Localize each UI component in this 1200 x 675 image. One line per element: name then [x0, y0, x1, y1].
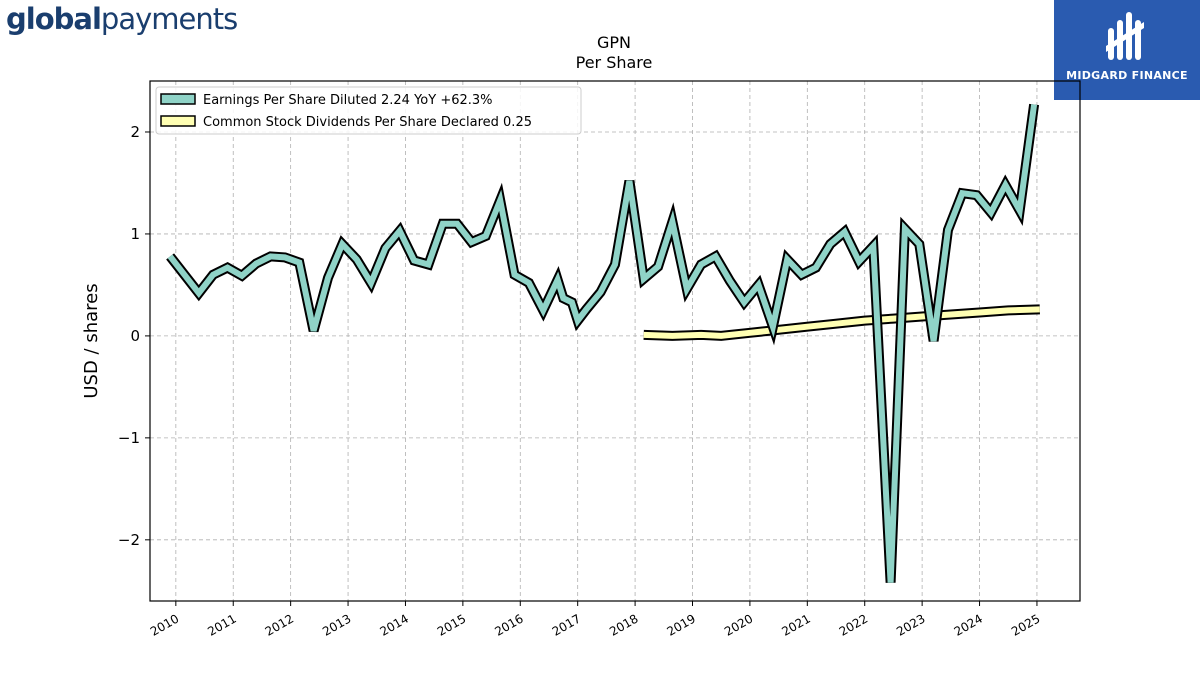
plot-frame — [149, 80, 1081, 602]
midgard-finance-logo: MIDGARD FINANCE — [1054, 0, 1200, 100]
legend-box — [155, 86, 582, 135]
midgard-emblem-icon — [1106, 12, 1144, 60]
x-axis: 2010 2011 2012 2013 2014 2015 2016 2017 2018 2019… — [148, 601, 1042, 639]
grid-lines — [150, 81, 1080, 601]
x-tick-label: 2025 — [1009, 611, 1042, 638]
y-tick-label: 2 — [130, 123, 140, 141]
y-tick-label: 0 — [130, 327, 140, 345]
x-tick-label: 2020 — [722, 611, 755, 638]
x-tick-label: 2019 — [665, 611, 698, 638]
y-tick-label: −1 — [118, 429, 140, 447]
x-tick-label: 2017 — [550, 611, 583, 638]
x-tick-label: 2012 — [263, 611, 296, 638]
legend-swatch-eps — [160, 93, 196, 105]
x-tick-label: 2010 — [148, 611, 181, 638]
legend-swatch-dividends — [160, 115, 196, 127]
series-outline-0 — [166, 103, 1040, 583]
series-layer — [166, 103, 1040, 583]
logo-word-payments: payments — [100, 2, 238, 36]
x-tick-label: 2021 — [779, 611, 812, 638]
x-tick-label: 2016 — [492, 611, 525, 638]
global-payments-logo: globalpayments — [6, 2, 238, 36]
x-tick-label: 2014 — [378, 611, 411, 638]
chart-title: GPN — [597, 33, 631, 52]
y-axis-label: USD / shares — [81, 283, 102, 398]
legend-label-dividends: Common Stock Dividends Per Share Declare… — [203, 115, 532, 130]
x-tick-label: 2018 — [607, 611, 640, 638]
x-tick-label: 2011 — [205, 611, 238, 638]
legend: Earnings Per Share Diluted 2.24 YoY +62.… — [155, 86, 582, 135]
eps-series-line — [167, 104, 1038, 583]
legend-label-eps: Earnings Per Share Diluted 2.24 YoY +62.… — [203, 93, 493, 108]
x-tick-label: 2015 — [435, 611, 468, 638]
chart-subtitle: Per Share — [576, 53, 653, 72]
midgard-finance-name: MIDGARD FINANCE — [1066, 69, 1188, 82]
x-tick-label: 2024 — [952, 611, 985, 638]
y-axis: 2 1 0 −1 −2 — [118, 123, 150, 549]
logo-word-global: global — [6, 2, 102, 36]
y-tick-label: −2 — [118, 531, 140, 549]
x-tick-label: 2022 — [837, 611, 870, 638]
x-tick-label: 2013 — [320, 611, 353, 638]
dividends-series-line — [643, 306, 1040, 339]
y-tick-label: 1 — [130, 225, 140, 243]
x-tick-label: 2023 — [894, 611, 927, 638]
